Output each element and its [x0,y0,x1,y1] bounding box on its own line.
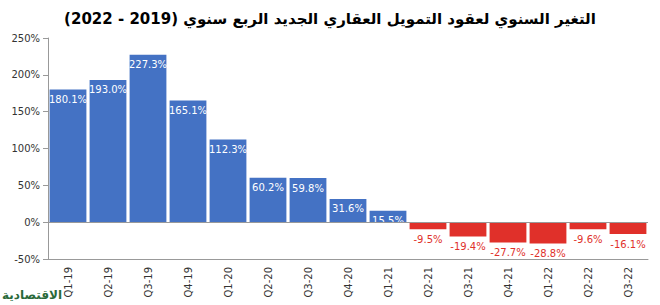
svg-text:-28.8%: -28.8% [530,248,565,259]
svg-text:227.3%: 227.3% [129,59,167,70]
svg-text:Q1-21: Q1-21 [383,267,394,298]
svg-text:Q1-20: Q1-20 [223,267,234,298]
svg-text:Q1-19: Q1-19 [63,267,74,298]
svg-text:Q4-21: Q4-21 [503,267,514,298]
svg-text:التغير السنوي لعقود التمويل ال: التغير السنوي لعقود التمويل العقاري الجد… [64,10,596,29]
svg-text:-19.4%: -19.4% [450,241,485,252]
svg-text:60.2%: 60.2% [252,182,284,193]
svg-text:Q3-22: Q3-22 [623,267,634,298]
svg-text:Q2-21: Q2-21 [423,267,434,298]
svg-text:Q4-19: Q4-19 [183,267,194,298]
svg-text:Q2-20: Q2-20 [263,267,274,298]
svg-text:Q3-19: Q3-19 [143,267,154,298]
svg-text:193.0%: 193.0% [89,84,127,95]
svg-text:Q2-19: Q2-19 [103,267,114,298]
svg-text:-16.1%: -16.1% [610,239,645,250]
svg-text:59.8%: 59.8% [292,183,324,194]
svg-text:50%: 50% [18,180,40,191]
svg-text:250%: 250% [11,33,40,44]
svg-text:15.5%: 15.5% [372,215,404,226]
svg-text:Q3-21: Q3-21 [463,267,474,298]
svg-text:-27.7%: -27.7% [490,247,525,258]
svg-text:31.6%: 31.6% [332,203,364,214]
svg-text:الاقتصادية: الاقتصادية [2,288,62,302]
svg-text:0%: 0% [24,217,40,228]
svg-text:Q4-20: Q4-20 [343,267,354,298]
svg-text:-9.6%: -9.6% [573,234,602,245]
svg-text:Q1-22: Q1-22 [543,267,554,298]
svg-text:165.1%: 165.1% [169,105,207,116]
svg-text:180.1%: 180.1% [49,94,87,105]
svg-text:-50%: -50% [14,254,40,265]
svg-text:Q2-22: Q2-22 [583,267,594,298]
svg-text:100%: 100% [11,143,40,154]
svg-text:200%: 200% [11,69,40,80]
svg-text:-9.5%: -9.5% [413,234,442,245]
svg-text:112.3%: 112.3% [209,144,247,155]
svg-text:Q3-20: Q3-20 [303,267,314,298]
svg-text:150%: 150% [11,106,40,117]
